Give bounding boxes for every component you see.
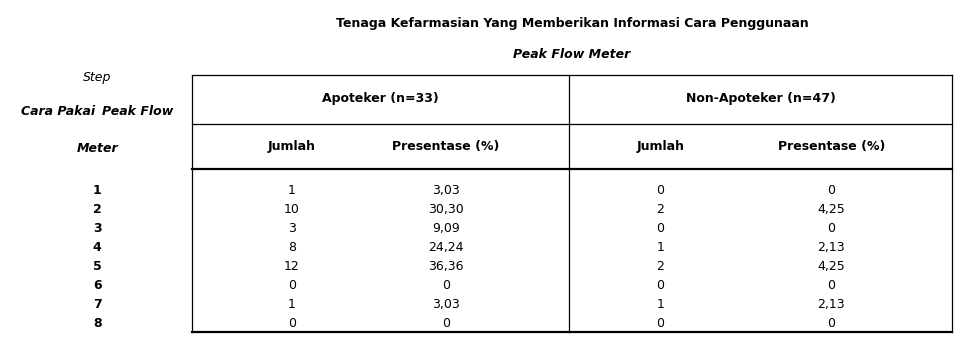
Text: 0: 0 [656,184,664,197]
Text: Jumlah: Jumlah [268,140,316,153]
Text: 7: 7 [93,298,102,311]
Text: Peak Flow Meter: Peak Flow Meter [513,48,630,61]
Text: Jumlah: Jumlah [636,140,684,153]
Text: 0: 0 [287,279,296,292]
Text: 2,13: 2,13 [817,241,845,254]
Text: 0: 0 [287,318,296,330]
Text: Non-Apoteker (n=47): Non-Apoteker (n=47) [686,92,835,105]
Text: 3: 3 [93,222,102,235]
Text: 5: 5 [93,260,102,273]
Text: 0: 0 [828,318,835,330]
Text: 3,03: 3,03 [432,298,460,311]
Text: 0: 0 [442,318,449,330]
Text: 1: 1 [288,298,296,311]
Text: 0: 0 [828,184,835,197]
Text: 2: 2 [656,203,664,216]
Text: Apoteker (n=33): Apoteker (n=33) [322,92,439,105]
Text: 4,25: 4,25 [817,260,845,273]
Text: 6: 6 [93,279,102,292]
Text: 1: 1 [656,298,664,311]
Text: 4,25: 4,25 [817,203,845,216]
Text: 36,36: 36,36 [428,260,464,273]
Text: 8: 8 [287,241,296,254]
Text: Cara Pakai  Peak Flow: Cara Pakai Peak Flow [21,105,173,118]
Text: 1: 1 [93,184,102,197]
Text: 2: 2 [656,260,664,273]
Text: 0: 0 [656,279,664,292]
Text: 9,09: 9,09 [432,222,460,235]
Text: 0: 0 [828,222,835,235]
Text: 30,30: 30,30 [428,203,464,216]
Text: 1: 1 [656,241,664,254]
Text: 2,13: 2,13 [817,298,845,311]
Text: Tenaga Kefarmasian Yang Memberikan Informasi Cara Penggunaan: Tenaga Kefarmasian Yang Memberikan Infor… [335,17,809,30]
Text: 8: 8 [93,318,102,330]
Text: Presentase (%): Presentase (%) [778,140,885,153]
Text: 10: 10 [284,203,300,216]
Text: 2: 2 [93,203,102,216]
Text: 0: 0 [828,279,835,292]
Text: 4: 4 [93,241,102,254]
Text: 3: 3 [288,222,296,235]
Text: Step: Step [83,71,111,84]
Text: 0: 0 [656,222,664,235]
Text: 24,24: 24,24 [428,241,464,254]
Text: 12: 12 [284,260,300,273]
Text: 3,03: 3,03 [432,184,460,197]
Text: 0: 0 [442,279,449,292]
Text: Presentase (%): Presentase (%) [392,140,499,153]
Text: Meter: Meter [77,142,118,155]
Text: 0: 0 [656,318,664,330]
Text: 1: 1 [288,184,296,197]
